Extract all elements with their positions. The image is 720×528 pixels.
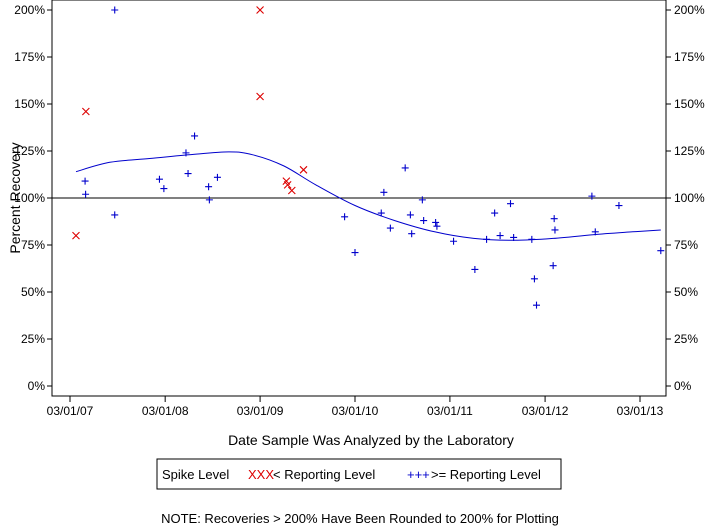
- point-above-reporting-level: [657, 247, 665, 255]
- data-points: [72, 6, 665, 309]
- point-below-reporting-level: [287, 186, 296, 195]
- point-above-reporting-level: [408, 230, 416, 238]
- point-above-reporting-level: [351, 249, 359, 257]
- legend-marker-above: +++: [407, 467, 430, 482]
- point-above-reporting-level: [111, 6, 119, 14]
- y-tick-label-left: 0%: [28, 379, 46, 393]
- x-tick-label: 03/01/10: [332, 404, 379, 418]
- point-below-reporting-level: [81, 107, 90, 116]
- y-axis-title: Percent Recovery: [7, 142, 23, 253]
- y-tick-label-right: 100%: [674, 191, 705, 205]
- point-above-reporting-level: [82, 190, 90, 198]
- point-above-reporting-level: [471, 265, 479, 273]
- point-above-reporting-level: [406, 211, 414, 219]
- point-below-reporting-level: [256, 6, 264, 14]
- point-above-reporting-level: [341, 213, 349, 221]
- point-above-reporting-level: [377, 209, 385, 217]
- point-above-reporting-level: [432, 218, 440, 226]
- point-above-reporting-level: [418, 196, 426, 204]
- y-tick-label-right: 50%: [674, 285, 698, 299]
- x-tick-label: 03/01/07: [47, 404, 94, 418]
- point-below-reporting-level: [283, 180, 292, 189]
- point-below-reporting-level: [72, 231, 80, 240]
- point-above-reporting-level: [205, 196, 213, 204]
- footnote: NOTE: Recoveries > 200% Have Been Rounde…: [161, 511, 559, 526]
- point-above-reporting-level: [191, 132, 199, 140]
- legend: Spike Level XXX < Reporting Level +++ >=…: [156, 458, 562, 490]
- legend-title: Spike Level: [162, 467, 229, 482]
- x-tick-label: 03/01/13: [617, 404, 664, 418]
- y-tick-label-left: 100%: [14, 191, 45, 205]
- y-tick-label-right: 0%: [674, 379, 692, 393]
- point-above-reporting-level: [496, 232, 504, 240]
- y-tick-label-left: 75%: [21, 238, 45, 252]
- point-above-reporting-level: [551, 226, 559, 234]
- point-above-reporting-level: [591, 228, 599, 236]
- legend-marker-below: XXX: [248, 467, 274, 482]
- point-above-reporting-level: [550, 215, 558, 223]
- point-below-reporting-level: [299, 165, 308, 174]
- y-tick-label-right: 175%: [674, 50, 705, 64]
- point-above-reporting-level: [155, 175, 163, 183]
- point-below-reporting-level: [256, 92, 264, 101]
- point-above-reporting-level: [615, 202, 623, 210]
- y-tick-label-right: 150%: [674, 97, 705, 111]
- point-above-reporting-level: [483, 235, 491, 243]
- point-above-reporting-level: [549, 262, 557, 270]
- point-above-reporting-level: [433, 222, 441, 230]
- y-tick-label-right: 200%: [674, 3, 705, 17]
- x-axis-title: Date Sample Was Analyzed by the Laborato…: [228, 432, 514, 448]
- point-above-reporting-level: [81, 177, 89, 185]
- x-tick-label: 03/01/11: [427, 404, 473, 418]
- legend-label-above: >= Reporting Level: [431, 467, 541, 482]
- y-tick-label-left: 200%: [14, 3, 45, 17]
- point-above-reporting-level: [205, 183, 213, 191]
- x-tick-label: 03/01/12: [522, 404, 569, 418]
- point-above-reporting-level: [533, 301, 541, 309]
- y-tick-label-right: 25%: [674, 332, 698, 346]
- point-above-reporting-level: [507, 200, 515, 208]
- y-tick-label-right: 125%: [674, 144, 705, 158]
- point-above-reporting-level: [420, 217, 428, 225]
- x-tick-label: 03/01/08: [142, 404, 189, 418]
- y-tick-label-left: 50%: [21, 285, 45, 299]
- point-above-reporting-level: [450, 237, 458, 245]
- point-above-reporting-level: [160, 185, 168, 193]
- y-tick-label-right: 75%: [674, 238, 698, 252]
- y-axis-right: 0% 25% 50% 75% 100% 125% 150% 175% 200%: [666, 3, 705, 393]
- x-axis: 03/01/07 03/01/08 03/01/09 03/01/10 03/01/11…: [47, 396, 664, 418]
- point-above-reporting-level: [182, 149, 190, 157]
- legend-box: [156, 458, 562, 490]
- y-tick-label-left: 150%: [14, 97, 45, 111]
- point-above-reporting-level: [401, 164, 409, 172]
- point-above-reporting-level: [213, 173, 221, 181]
- x-tick-label: 03/01/09: [237, 404, 284, 418]
- point-above-reporting-level: [588, 192, 596, 200]
- point-above-reporting-level: [510, 233, 518, 241]
- trend-line: [75, 151, 661, 241]
- legend-label-below: < Reporting Level: [273, 467, 375, 482]
- y-axis-left: 0% 25% 50% 75% 100% 125% 150% 175% 200%: [14, 3, 52, 393]
- point-above-reporting-level: [491, 209, 499, 217]
- y-tick-label-left: 25%: [21, 332, 45, 346]
- point-above-reporting-level: [386, 224, 394, 232]
- point-above-reporting-level: [530, 275, 538, 283]
- y-tick-label-left: 125%: [14, 144, 45, 158]
- y-tick-label-left: 175%: [14, 50, 45, 64]
- point-above-reporting-level: [111, 211, 119, 219]
- point-above-reporting-level: [380, 188, 388, 196]
- point-above-reporting-level: [528, 235, 536, 243]
- point-above-reporting-level: [184, 170, 192, 178]
